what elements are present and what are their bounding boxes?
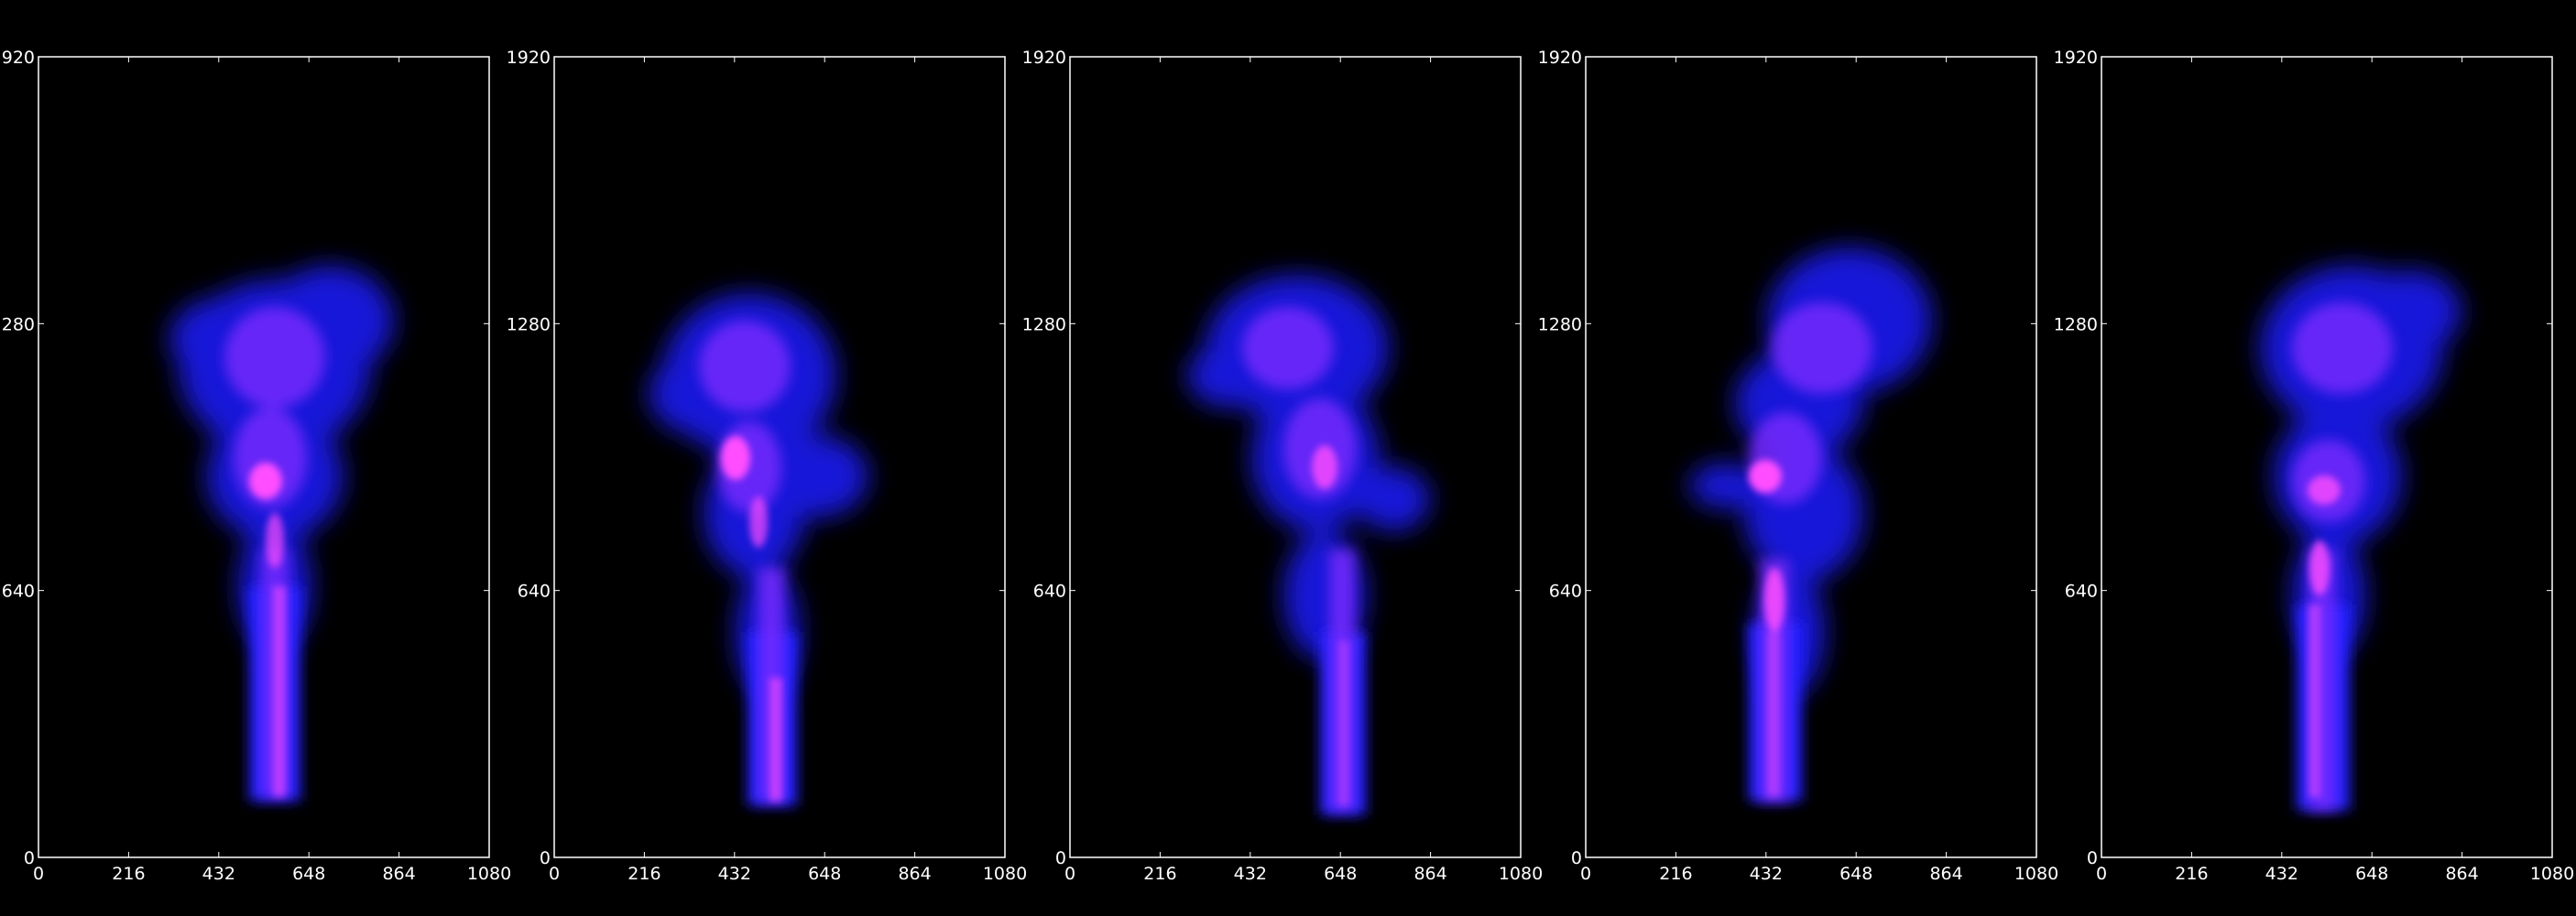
plume-panel-1: 0 216 432 648 864 1080 0 640 1280 1920 [0,0,511,916]
x-tick-label: 1080 [1499,864,1543,884]
x-tick-label: 864 [898,864,931,884]
x-tick-label: 864 [2445,864,2478,884]
axes: 0 216 432 648 864 1080 0 640 1280 1920 [2054,48,2575,884]
plume-panel-5-svg: 0 216 432 648 864 1080 0 640 1280 1920 [2054,48,2575,884]
axes: 0 216 432 648 864 1080 0 640 1280 1920 [0,48,511,884]
y-tick-label: 1920 [507,48,551,68]
y-tick-label: 640 [2,582,35,602]
smoke-plume [169,266,394,802]
axes-frame [1069,56,1522,858]
x-tick-label: 432 [718,864,751,884]
axes-frame [553,56,1006,858]
y-tick-label: 640 [2065,582,2098,602]
smoke-plume [2260,266,2461,811]
axes-frame [2101,56,2553,858]
axes: 0 216 432 648 864 1080 0 640 1280 1920 [1538,48,2059,884]
plume-panel-2-svg: 0 216 432 648 864 1080 0 640 1280 1920 [507,48,1028,884]
x-tick-label: 0 [1064,864,1075,884]
y-tick-label: 1280 [1538,314,1582,334]
y-tick-label: 0 [1055,848,1066,868]
x-tick-label: 432 [1234,864,1267,884]
axes-frame [1585,56,2037,858]
x-tick-label: 864 [1414,864,1446,884]
x-tick-label: 432 [202,864,235,884]
y-tick-label: 1280 [507,314,551,334]
plume-panel-2: 0 216 432 648 864 1080 0 640 1280 1920 [507,0,1028,916]
plume-panel-4: 0 216 432 648 864 1080 0 640 1280 1920 [1538,0,2059,916]
x-tick-label: 0 [549,864,560,884]
y-tick-label: 1280 [2054,314,2098,334]
x-tick-label: 1080 [2014,864,2058,884]
y-tick-label: 1920 [0,48,35,68]
x-tick-label: 648 [2355,864,2388,884]
x-tick-label: 864 [1929,864,1962,884]
y-tick-label: 0 [540,848,551,868]
plume-panel-1-svg: 0 216 432 648 864 1080 0 640 1280 1920 [0,48,511,884]
x-tick-label: 0 [33,864,44,884]
plume-panel-3-svg: 0 216 432 648 864 1080 0 640 1280 1920 [1022,48,1544,884]
y-tick-label: 1920 [1538,48,1582,68]
y-tick-label: 0 [24,848,35,868]
plume-panel-3: 0 216 432 648 864 1080 0 640 1280 1920 [1022,0,1544,916]
x-tick-label: 648 [292,864,325,884]
y-tick-label: 0 [1571,848,1582,868]
y-tick-label: 640 [1549,582,1582,602]
y-tick-label: 1280 [1022,314,1066,334]
y-tick-label: 0 [2087,848,2098,868]
smoke-plume [1187,275,1430,815]
x-tick-label: 0 [2096,864,2107,884]
x-tick-label: 216 [1659,864,1692,884]
x-tick-label: 0 [1580,864,1591,884]
x-tick-label: 432 [1750,864,1783,884]
smoke-plume [1689,247,1932,802]
y-tick-label: 1920 [2054,48,2098,68]
x-tick-label: 216 [628,864,660,884]
x-tick-label: 216 [2175,864,2208,884]
x-tick-label: 1080 [983,864,1027,884]
axes: 0 216 432 648 864 1080 0 640 1280 1920 [507,48,1028,884]
y-tick-label: 640 [518,582,551,602]
x-tick-label: 432 [2265,864,2298,884]
x-tick-label: 216 [1143,864,1176,884]
x-tick-label: 1080 [2530,864,2574,884]
plume-panel-4-svg: 0 216 432 648 864 1080 0 640 1280 1920 [1538,48,2059,884]
plume-panel-5: 0 216 432 648 864 1080 0 640 1280 1920 [2054,0,2575,916]
y-tick-label: 640 [1033,582,1066,602]
x-tick-label: 864 [382,864,415,884]
axes-frame [38,56,490,858]
y-tick-label: 1920 [1022,48,1066,68]
x-tick-label: 216 [112,864,145,884]
y-tick-label: 1280 [0,314,35,334]
x-tick-label: 648 [1839,864,1872,884]
axes: 0 216 432 648 864 1080 0 640 1280 1920 [1022,48,1544,884]
x-tick-label: 648 [808,864,841,884]
x-tick-label: 648 [1324,864,1357,884]
smoke-plume [649,293,868,806]
x-tick-label: 1080 [467,864,511,884]
